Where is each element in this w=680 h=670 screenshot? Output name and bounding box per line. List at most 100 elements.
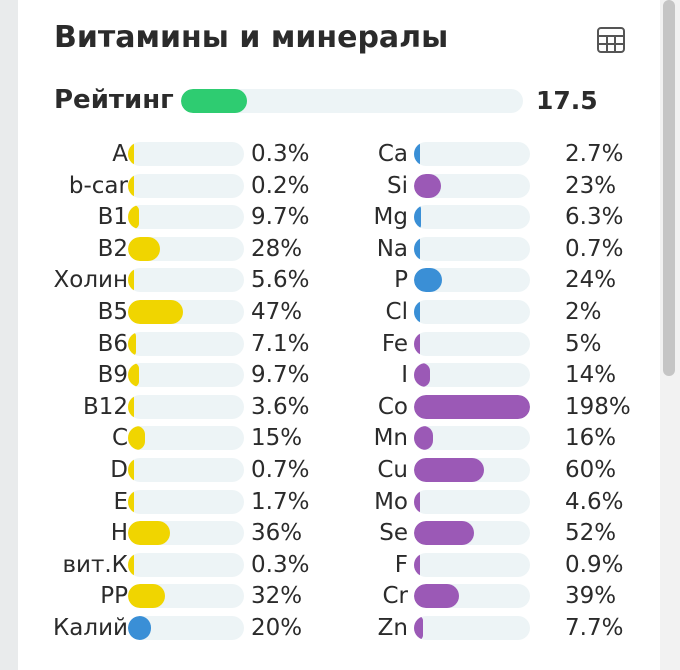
nutrient-bar-fill (414, 426, 433, 451)
nutrient-bar-fill (414, 616, 423, 640)
scrollbar-thumb[interactable] (663, 0, 675, 376)
rating-bar-track (181, 89, 523, 113)
nutrient-bar-fill (414, 584, 460, 609)
nutrient-bar-fill (414, 268, 442, 293)
nutrient-row-right: Cr 39% (18, 581, 660, 613)
nutrient-bar-track (128, 521, 244, 546)
nutrient-bar-fill (128, 173, 134, 198)
nutrient-name: Ca (377, 141, 408, 167)
nutrient-percent: 32% (251, 583, 303, 610)
nutrient-name: Холин (53, 267, 128, 294)
nutrient-bar-track (414, 331, 530, 356)
nutrient-name: Co (377, 393, 408, 420)
rating-label: Рейтинг (54, 85, 174, 115)
nutrient-percent: 0.2% (251, 172, 310, 199)
nutrient-bar-track (128, 268, 244, 293)
nutrient-percent: 0.3% (251, 141, 310, 167)
nutrient-bar-track (414, 426, 530, 451)
nutrient-row-left: E 1.7% (18, 487, 660, 519)
nutrient-name: H (110, 520, 128, 547)
nutrient-bar-track (414, 363, 530, 388)
nutrient-percent: 0.9% (565, 551, 624, 578)
nutrient-row-left: C 15% (18, 423, 660, 455)
nutrient-bar-track (128, 394, 244, 419)
nutrient-percent: 24% (565, 267, 617, 294)
nutrient-bar-track (128, 236, 244, 261)
nutrient-name: B12 (82, 393, 128, 420)
nutrient-row-right: Co 198% (18, 392, 660, 424)
nutrient-name: Cu (377, 457, 408, 483)
nutrient-row-right: Zn 7.7% (18, 613, 660, 645)
nutrient-bar-track (128, 584, 244, 609)
rating-value: 17.5 (536, 86, 598, 115)
nutrient-bar-fill (128, 616, 152, 640)
nutrient-bar-fill (414, 552, 420, 577)
nutrient-bar-track (414, 268, 530, 293)
nutrient-name: Se (379, 520, 408, 547)
nutrient-percent: 9.7% (251, 362, 310, 389)
nutrient-row-left: B12 3.6% (18, 392, 660, 424)
nutrient-bar-fill (414, 521, 475, 546)
nutrient-bar-fill (128, 331, 137, 356)
nutrient-bar-fill (414, 394, 530, 419)
nutrient-percent: 15% (251, 425, 303, 452)
nutrient-percent: 23% (565, 172, 617, 199)
nutrient-name: b-car (68, 172, 128, 199)
nutrient-bar-fill (128, 426, 146, 451)
nutrient-row-right: Fe 5% (18, 329, 660, 361)
nutrient-name: B1 (97, 204, 128, 231)
nutrient-name: Cl (385, 299, 408, 325)
nutrient-bar-fill (128, 300, 183, 324)
nutrient-name: Na (376, 235, 408, 262)
nutrient-row-left: Калий 20% (18, 613, 660, 645)
nutrient-bar-track (128, 173, 244, 198)
nutrient-bar-fill (128, 489, 134, 514)
nutrient-bar-track (414, 489, 530, 514)
nutrient-bar-fill (128, 205, 140, 230)
nutrient-bar-track (128, 616, 244, 640)
nutrient-bar-fill (128, 458, 134, 482)
nutrient-name: E (113, 488, 128, 515)
nutrient-bar-track (128, 331, 244, 356)
nutrient-bar-track (128, 426, 244, 451)
nutrient-percent: 6.3% (565, 204, 624, 231)
nutrient-name: Mo (374, 488, 408, 515)
nutrient-bar-track (414, 458, 530, 482)
nutrient-bar-fill (414, 173, 441, 198)
nutrient-bar-track (414, 616, 530, 640)
nutrient-percent: 0.7% (565, 235, 624, 262)
nutrient-row-right: Mn 16% (18, 423, 660, 455)
nutrient-bar-fill (414, 300, 420, 324)
nutrient-row-right: Si 23% (18, 171, 660, 203)
nutrient-row-right: Na 0.7% (18, 234, 660, 266)
nutrient-percent: 1.7% (251, 488, 310, 515)
nutrient-name: A (112, 141, 128, 167)
nutrient-name: PP (100, 583, 128, 610)
nutrient-bar-fill (128, 394, 134, 419)
nutrient-bar-track (128, 489, 244, 514)
nutrient-row-right: I 14% (18, 360, 660, 392)
nutrient-bar-fill (414, 142, 420, 166)
nutrient-percent: 16% (565, 425, 617, 452)
nutrient-bar-fill (414, 331, 420, 356)
nutrient-percent: 2% (565, 299, 602, 325)
nutrient-percent: 5% (565, 330, 602, 357)
nutrient-percent: 28% (251, 235, 303, 262)
nutrient-percent: 4.6% (565, 488, 624, 515)
nutrient-row-left: PP 32% (18, 581, 660, 613)
table-icon[interactable] (596, 26, 626, 54)
nutrient-name: B2 (97, 235, 128, 262)
vitamins-minerals-card: Витамины и минералы Рейтинг 17.5 A 0.3% b-… (18, 0, 660, 670)
nutrient-name: Mg (373, 204, 408, 231)
nutrient-bar-fill (128, 521, 170, 546)
nutrient-percent: 5.6% (251, 267, 310, 294)
nutrient-name: P (394, 267, 408, 294)
nutrient-bar-fill (128, 584, 166, 609)
nutrient-name: Cr (382, 583, 408, 610)
nutrient-bar-track (128, 300, 244, 324)
nutrient-percent: 60% (565, 457, 617, 483)
nutrient-bar-fill (128, 142, 134, 166)
nutrient-bar-track (128, 142, 244, 166)
nutrient-percent: 36% (251, 520, 303, 547)
scrollbar[interactable] (660, 0, 680, 670)
